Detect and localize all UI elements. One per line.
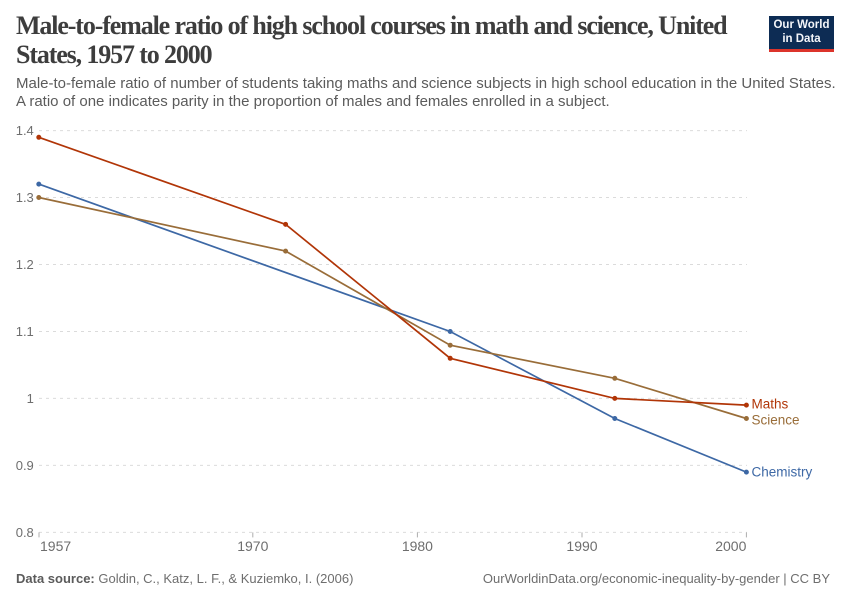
svg-text:1: 1 [27, 391, 34, 406]
svg-text:0.9: 0.9 [16, 458, 34, 473]
svg-text:1990: 1990 [566, 538, 597, 554]
svg-text:0.8: 0.8 [16, 525, 34, 540]
svg-text:1957: 1957 [40, 538, 71, 554]
svg-text:1970: 1970 [237, 538, 268, 554]
svg-text:Science: Science [752, 413, 800, 428]
svg-text:Maths: Maths [752, 397, 789, 412]
svg-text:1.3: 1.3 [16, 190, 34, 205]
svg-text:1.1: 1.1 [16, 324, 34, 339]
svg-text:1.4: 1.4 [16, 123, 34, 138]
svg-text:1.2: 1.2 [16, 257, 34, 272]
svg-text:1980: 1980 [402, 538, 433, 554]
svg-text:2000: 2000 [715, 538, 746, 554]
svg-text:Chemistry: Chemistry [752, 465, 813, 480]
